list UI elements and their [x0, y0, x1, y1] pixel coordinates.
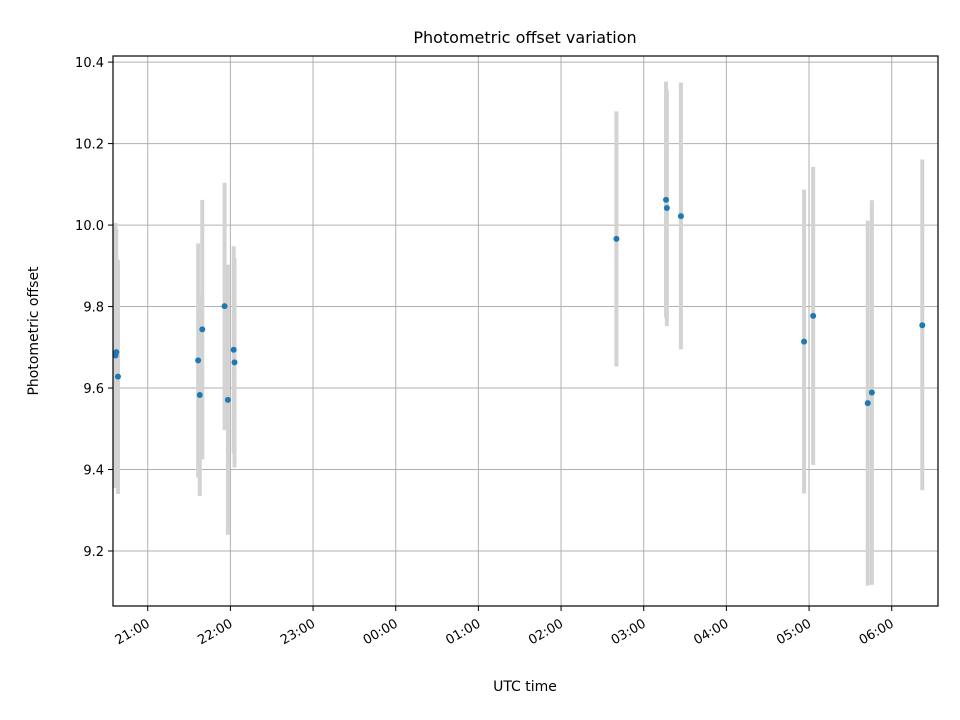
data-point [113, 349, 120, 356]
data-point [224, 396, 231, 403]
x-axis-label: UTC time [493, 679, 557, 695]
plot-frame [112, 55, 939, 607]
data-points [113, 196, 926, 407]
y-tick-label: 9.4 [83, 464, 104, 479]
data-point [221, 303, 228, 310]
y-tick-label: 9.2 [83, 545, 104, 560]
data-point [230, 346, 237, 353]
data-point [114, 373, 121, 380]
data-point [663, 204, 670, 211]
data-point [199, 326, 206, 333]
y-tick-label: 10.4 [75, 56, 104, 71]
y-tick-label: 10.2 [75, 138, 104, 153]
y-axis-label: Photometric offset [26, 266, 42, 396]
data-point [810, 312, 817, 319]
data-point [231, 359, 238, 366]
data-point [919, 322, 926, 329]
data-point [613, 235, 620, 242]
data-point [196, 391, 203, 398]
y-tick-label: 9.8 [83, 301, 104, 316]
chart-title: Photometric offset variation [413, 28, 636, 47]
grid-lines [113, 56, 938, 606]
data-point [195, 357, 202, 364]
y-tick-label: 10.0 [75, 219, 104, 234]
data-point [677, 213, 684, 220]
data-point [801, 338, 808, 345]
data-point [868, 389, 875, 396]
data-point [663, 196, 670, 203]
y-axis-ticks: 9.2 9.4 9.6 9.8 10.0 10.2 10.4 [75, 56, 113, 560]
data-point [864, 400, 871, 407]
y-tick-label: 9.6 [83, 382, 104, 397]
